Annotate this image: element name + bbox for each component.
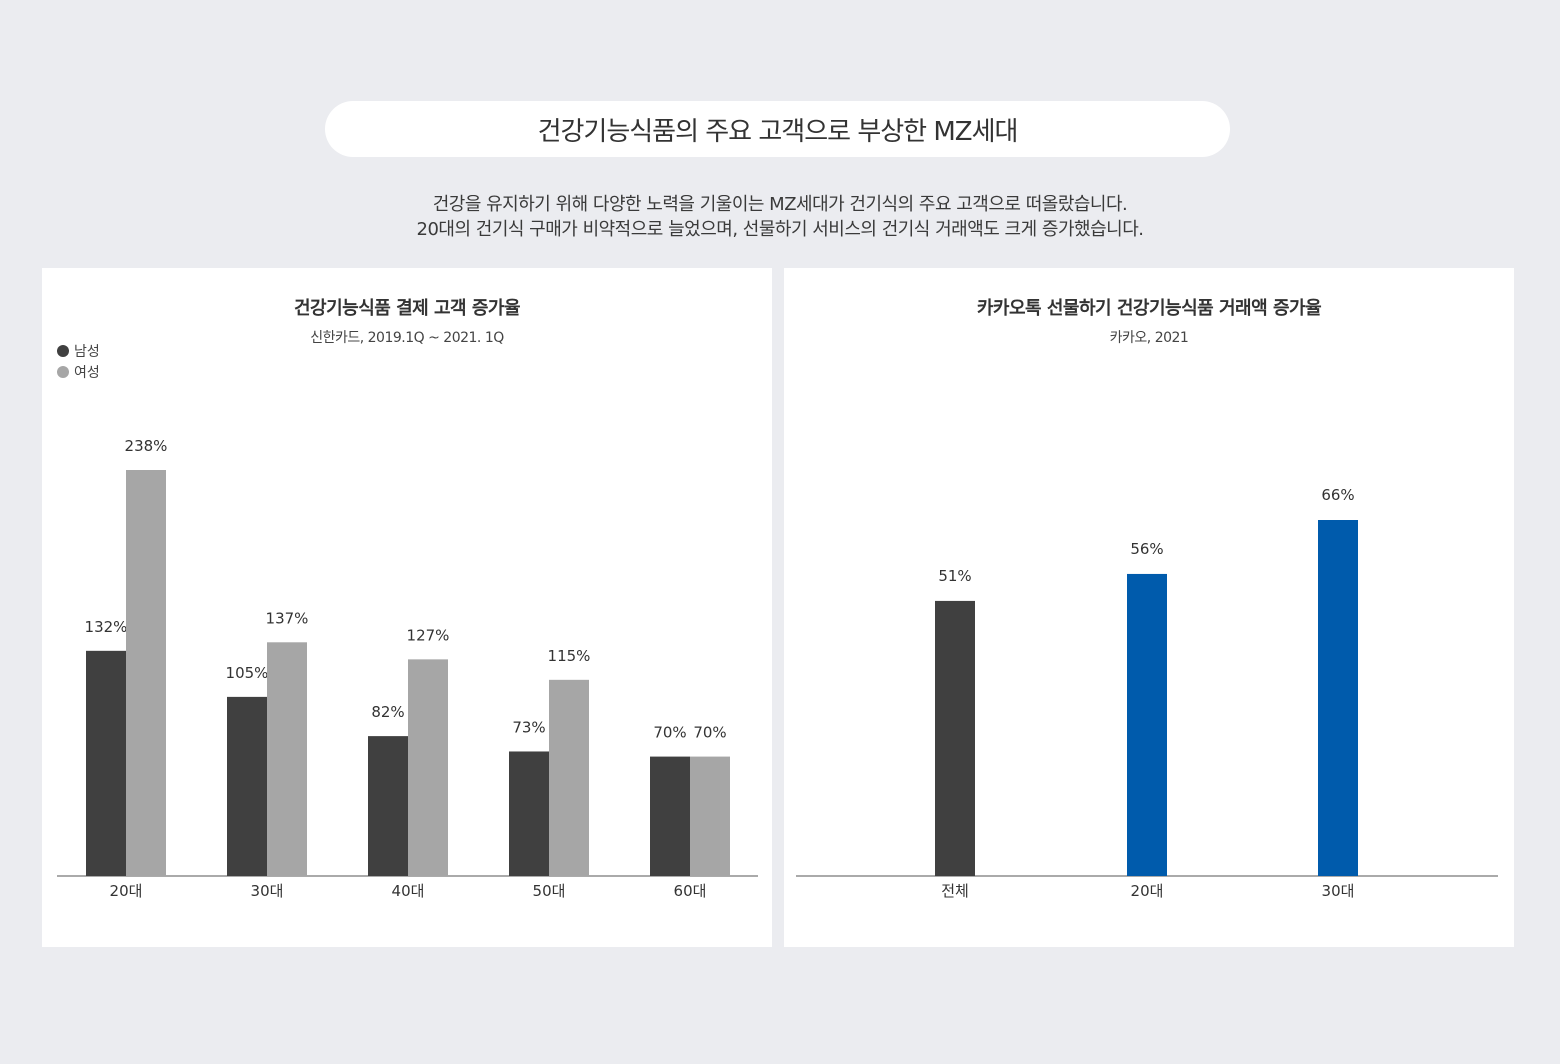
- bar-male-3: [509, 751, 549, 876]
- data-label: 132%: [85, 618, 128, 636]
- page-title-text: 건강기능식품의 주요 고객으로 부상한 MZ세대: [537, 116, 1019, 147]
- page-subtitle: 건강을 유지하기 위해 다양한 노력을 기울이는 MZ세대가 건기식의 주요 고…: [0, 192, 1560, 242]
- chart-panel-gift-growth: 카카오톡 선물하기 건강기능식품 거래액 증가율 카카오, 2021 51% 전체…: [784, 268, 1514, 947]
- chart-title: 건강기능식품 결제 고객 증가율: [293, 298, 521, 319]
- bar-2: [1318, 520, 1358, 876]
- data-label: 66%: [1321, 486, 1354, 504]
- bar-female-3: [549, 679, 589, 876]
- data-label: 105%: [226, 664, 269, 682]
- subtitle-line-2: 20대의 건기식 구매가 비약적으로 늘었으며, 선물하기 서비스의 건기식 거…: [416, 219, 1144, 240]
- data-label: 82%: [371, 703, 404, 721]
- x-tick-label: 20대: [1131, 882, 1164, 900]
- chart-source: 신한카드, 2019.1Q ~ 2021. 1Q: [310, 330, 504, 346]
- data-label: 70%: [693, 724, 726, 742]
- bar-female-1: [267, 642, 307, 876]
- bar-male-1: [227, 696, 267, 876]
- data-label: 73%: [512, 718, 545, 736]
- subtitle-line-1: 건강을 유지하기 위해 다양한 노력을 기울이는 MZ세대가 건기식의 주요 고…: [432, 194, 1128, 215]
- bar-female-2: [408, 659, 448, 876]
- chart-source: 카카오, 2021: [1109, 330, 1189, 346]
- data-label: 51%: [938, 567, 971, 585]
- data-label: 70%: [653, 724, 686, 742]
- legend-swatch-male: [57, 344, 69, 357]
- legend-item-female: 여성: [57, 361, 100, 382]
- x-tick-label: 40대: [392, 882, 425, 900]
- bar-male-4: [650, 756, 690, 876]
- legend-swatch-female: [57, 365, 69, 378]
- bar-female-4: [690, 756, 730, 876]
- x-tick-label: 30대: [251, 882, 284, 900]
- payment-growth-chart: 132% 238% 20대 105% 137% 30대 82% 127% 40대 73% 115% 5…: [57, 437, 758, 900]
- x-tick-label: 50대: [533, 882, 566, 900]
- page-title: 건강기능식품의 주요 고객으로 부상한 MZ세대: [325, 101, 1230, 157]
- legend-item-male: 남성: [57, 340, 100, 361]
- bar-0: [935, 600, 975, 876]
- data-label: 115%: [548, 647, 591, 665]
- x-tick-label: 60대: [674, 882, 707, 900]
- bar-1: [1127, 573, 1167, 876]
- gift-growth-chart: 51% 전체 56% 20대 66% 30대: [796, 486, 1498, 900]
- data-label: 56%: [1130, 540, 1163, 558]
- data-label: 127%: [407, 626, 450, 644]
- x-tick-label: 30대: [1322, 882, 1355, 900]
- legend-label-male: 남성: [74, 343, 100, 360]
- x-tick-label: 전체: [941, 882, 969, 900]
- chart-title: 카카오톡 선물하기 건강기능식품 거래액 증가율: [976, 298, 1322, 319]
- data-label: 137%: [266, 609, 309, 627]
- data-label: 238%: [125, 437, 168, 455]
- chart-legend: 남성 여성: [57, 340, 100, 382]
- bar-male-2: [368, 736, 408, 876]
- bar-male-0: [86, 650, 126, 876]
- legend-label-female: 여성: [74, 364, 100, 381]
- x-tick-label: 20대: [110, 882, 143, 900]
- chart-panel-payment-growth: 건강기능식품 결제 고객 증가율 신한카드, 2019.1Q ~ 2021. 1…: [42, 268, 772, 947]
- bar-female-0: [126, 470, 166, 876]
